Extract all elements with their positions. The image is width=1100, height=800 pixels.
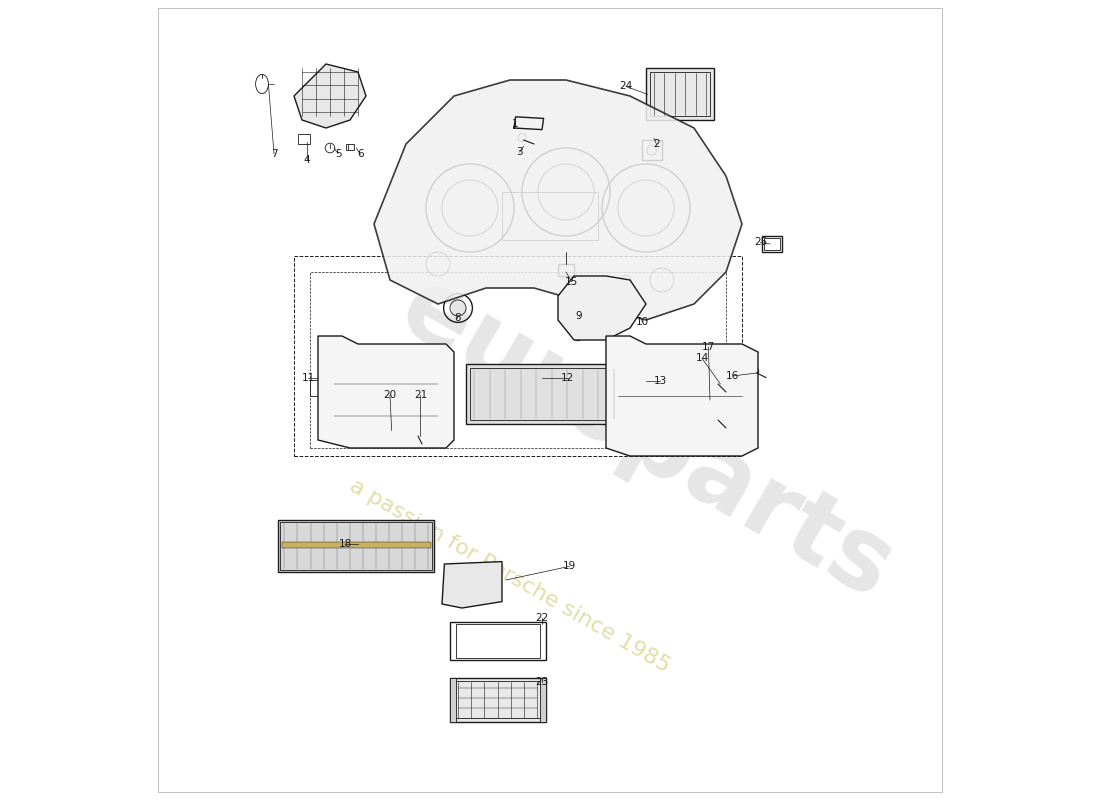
Text: 6: 6: [358, 150, 364, 159]
Bar: [278, 520, 434, 572]
Text: 22: 22: [536, 613, 549, 622]
Bar: [454, 681, 542, 718]
Bar: [502, 192, 598, 240]
Text: 14: 14: [695, 354, 708, 363]
Text: 16: 16: [726, 371, 739, 381]
Text: 12: 12: [561, 374, 574, 383]
Text: 24: 24: [619, 82, 632, 91]
Text: 11: 11: [301, 374, 315, 383]
Bar: [310, 380, 320, 396]
Text: 3: 3: [516, 147, 522, 157]
Polygon shape: [294, 64, 366, 128]
Ellipse shape: [452, 582, 464, 590]
Text: a passion for Porsche since 1985: a passion for Porsche since 1985: [346, 476, 674, 676]
Bar: [280, 522, 431, 570]
Bar: [470, 368, 618, 420]
Text: 20: 20: [384, 390, 397, 400]
Bar: [763, 238, 780, 250]
Text: 15: 15: [565, 277, 579, 286]
Bar: [282, 542, 431, 548]
Polygon shape: [558, 276, 646, 340]
Bar: [450, 678, 455, 722]
Bar: [621, 374, 646, 384]
Bar: [642, 140, 662, 160]
Text: 21: 21: [414, 390, 427, 400]
Text: 9: 9: [575, 311, 582, 321]
Text: 10: 10: [636, 318, 649, 327]
Bar: [762, 236, 782, 252]
Bar: [386, 426, 396, 432]
Bar: [330, 356, 442, 436]
Bar: [346, 144, 354, 150]
Text: 8: 8: [454, 314, 461, 323]
Bar: [618, 356, 742, 436]
Polygon shape: [442, 562, 502, 608]
Bar: [540, 678, 546, 722]
Text: 1: 1: [512, 119, 518, 129]
Text: 7: 7: [271, 149, 277, 158]
Text: 4: 4: [304, 155, 310, 165]
Bar: [558, 264, 574, 276]
Polygon shape: [318, 336, 454, 448]
Bar: [298, 134, 310, 144]
Bar: [450, 622, 546, 660]
Text: 19: 19: [562, 562, 575, 571]
Text: 23: 23: [536, 677, 549, 686]
Polygon shape: [374, 80, 742, 320]
Text: europarts: europarts: [383, 260, 910, 620]
Bar: [294, 256, 742, 456]
Text: 13: 13: [653, 376, 667, 386]
Text: 5: 5: [334, 149, 341, 158]
Bar: [650, 72, 710, 116]
Ellipse shape: [452, 572, 464, 580]
Text: 18: 18: [339, 539, 352, 549]
Bar: [455, 624, 540, 658]
Polygon shape: [606, 336, 758, 456]
Text: 25: 25: [754, 238, 767, 247]
Text: 17: 17: [702, 342, 715, 352]
Bar: [450, 678, 546, 722]
Text: 2: 2: [653, 139, 660, 149]
Ellipse shape: [452, 590, 464, 598]
Bar: [310, 272, 726, 448]
Bar: [646, 68, 714, 120]
Bar: [466, 364, 622, 424]
